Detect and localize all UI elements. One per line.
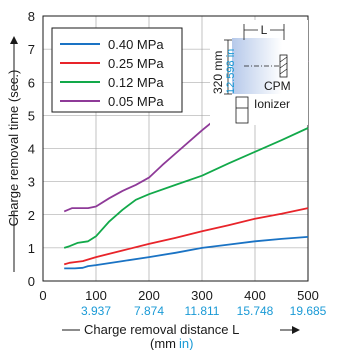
cpm-hatch-1 (279, 56, 288, 63)
y-tick-label: 8 (28, 9, 35, 24)
x-axis-label-group: Charge removal distance L (mm in) (62, 322, 300, 350)
legend-label-0: 0.40 MPa (108, 37, 164, 52)
y-tick-label: 7 (28, 42, 35, 57)
x-axis-label: Charge removal distance L (84, 322, 239, 337)
legend-label-1: 0.25 MPa (108, 56, 164, 71)
y-axis-arrow-icon (10, 36, 18, 44)
cpm-plate-icon (279, 54, 288, 78)
x-tick-label-mm: 200 (138, 288, 160, 303)
length-label: L (261, 23, 268, 37)
legend: 0.40 MPa 0.25 MPa 0.12 MPa 0.05 MPa (51, 27, 183, 113)
y-tick-label: 1 (28, 241, 35, 256)
length-label-bg (258, 22, 270, 36)
x-tick-label-in: 15.748 (237, 304, 274, 318)
dimension-label-mm: 320 mm (211, 51, 225, 94)
legend-items: 0.40 MPa 0.25 MPa 0.12 MPa 0.05 MPa (60, 37, 164, 109)
cpm-hatch-3 (279, 68, 288, 75)
series-line-1 (63, 207, 309, 266)
series-line-0 (64, 236, 309, 270)
y-axis-label: Charge removal time (sec.) (6, 70, 21, 227)
cpm-label: CPM (264, 79, 291, 93)
x-axis-unit: (mm in) (150, 336, 193, 350)
x-tick-label-in: 3.937 (81, 304, 111, 318)
y-tick-labels: 0 1 2 3 4 5 6 7 8 (28, 9, 35, 289)
y-tick-label: 2 (28, 208, 35, 223)
dimension-label-in: 12.598 in (225, 49, 237, 94)
ionizer-label-bg (250, 94, 304, 112)
x-axis-unit-mm: (mm (150, 336, 176, 350)
x-tick-label-mm: 100 (85, 288, 107, 303)
x-tick-label-in: 7.874 (134, 304, 164, 318)
ionizer-label: Ionizer (254, 97, 290, 111)
y-tick-label: 6 (28, 75, 35, 90)
plot-frame (42, 15, 309, 282)
x-axis-unit-in: in) (179, 336, 193, 350)
y-tick-label: 0 (28, 274, 35, 289)
setup-diagram: 320 mm 12.598 in L CPM Ionizer (210, 20, 308, 125)
x-tick-label-in: 19.685 (290, 304, 327, 318)
legend-label-3: 0.05 MPa (108, 94, 164, 109)
x-tick-label-in: 11.811 (185, 304, 220, 318)
series-line-2 (63, 127, 309, 249)
y-axis-label-group: Charge removal time (sec.) (6, 36, 21, 272)
y-tick-label: 5 (28, 108, 35, 123)
y-tick-label: 4 (28, 142, 35, 157)
cpm-hatch-2 (279, 62, 288, 69)
x-tick-label-mm: 300 (191, 288, 213, 303)
x-tick-label-mm: 0 (39, 288, 46, 303)
legend-box (51, 27, 183, 113)
x-axis-arrow-icon (292, 326, 300, 334)
ionizer-device-icon (235, 96, 249, 124)
x-tick-label-mm: 500 (297, 288, 319, 303)
legend-label-2: 0.12 MPa (108, 75, 164, 90)
x-tick-label-mm: 400 (244, 288, 266, 303)
y-tick-label: 3 (28, 175, 35, 190)
